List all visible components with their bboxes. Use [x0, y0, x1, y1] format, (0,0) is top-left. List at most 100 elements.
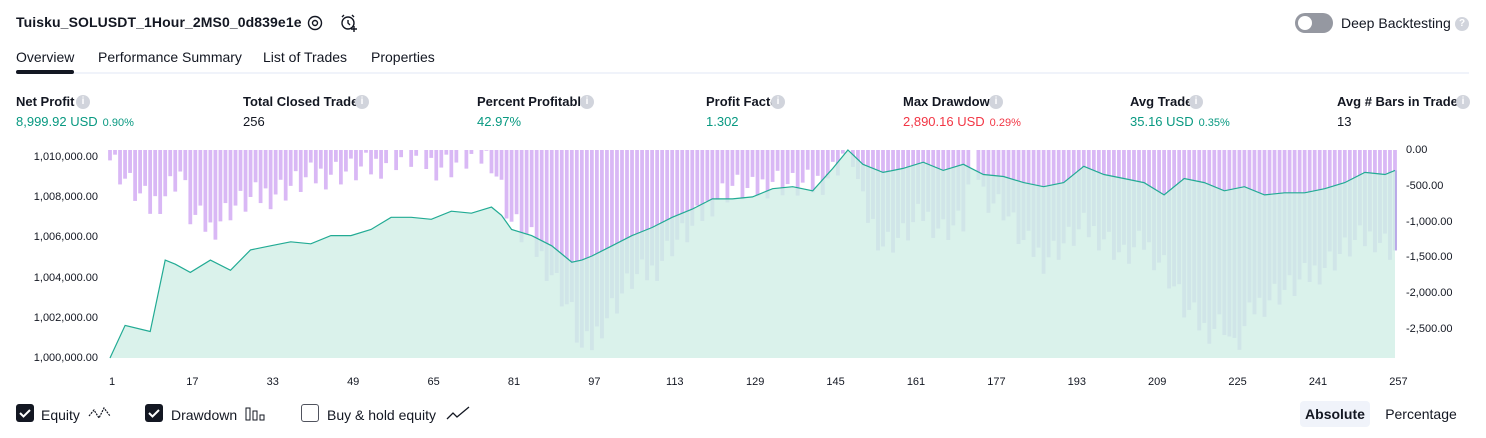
drawdown-bar	[158, 150, 163, 214]
help-icon[interactable]: ?	[1455, 17, 1469, 31]
metric-value-5: 35.16 USD 0.35%	[1130, 114, 1230, 129]
drawdown-bar	[439, 150, 444, 168]
drawdown-bar	[976, 150, 981, 180]
x-axis-tick: 241	[1308, 376, 1328, 388]
drawdown-bar	[825, 150, 830, 179]
drawdown-bar	[660, 150, 665, 261]
equity-line	[109, 149, 1396, 359]
drawdown-bar	[529, 150, 534, 228]
metric-label-1: Total Closed Trades	[243, 94, 366, 109]
drawdown-bar	[795, 150, 800, 196]
drawdown-bar	[539, 150, 544, 252]
drawdown-bar	[549, 150, 554, 276]
x-axis-tick: 81	[507, 376, 521, 388]
drawdown-bar	[790, 150, 795, 173]
metric-value-6: 13	[1337, 114, 1351, 129]
metric-value-text: 256	[243, 114, 265, 129]
drawdown-bar	[349, 150, 353, 159]
x-axis-tick: 1	[108, 376, 116, 388]
drawdown-bar	[605, 150, 609, 319]
drawdown-bar	[489, 150, 494, 174]
drawdown-bar	[118, 150, 122, 185]
drawdown-bar	[449, 150, 454, 178]
x-axis-tick: 129	[746, 376, 765, 388]
drawdown-bar	[374, 150, 378, 159]
buy-hold-checkbox[interactable]	[301, 404, 319, 422]
drawdown-bar	[695, 150, 700, 206]
strategy-title: Tuisku_SOLUSDT_1Hour_2MS0_0d839e1e	[16, 14, 302, 30]
drawdown-bar	[574, 150, 579, 343]
metric-value-4: 2,890.16 USD 0.29%	[903, 114, 1021, 129]
x-axis-tick: 49	[347, 376, 360, 388]
tab-list-of-trades[interactable]: List of Trades	[263, 49, 348, 65]
drawdown-bar	[399, 150, 404, 158]
drawdown-bar	[369, 150, 373, 175]
equity-checkbox[interactable]	[16, 404, 34, 422]
x-axis-tick: 209	[1148, 376, 1167, 388]
info-icon[interactable]: i	[76, 95, 90, 109]
info-icon[interactable]: i	[355, 95, 369, 109]
drawdown-bar	[589, 150, 594, 351]
drawdown-bar	[188, 150, 193, 225]
info-icon[interactable]: i	[1456, 95, 1470, 109]
drawdown-bar	[333, 150, 338, 162]
info-icon[interactable]: i	[771, 95, 785, 109]
drawdown-bar	[303, 150, 308, 178]
drawdown-bar	[253, 150, 258, 183]
drawdown-bar	[680, 150, 685, 224]
drawdown-bar	[318, 150, 323, 169]
drawdown-bar	[379, 150, 383, 179]
drawdown-bar	[193, 150, 198, 215]
deep-backtesting-toggle[interactable]	[1295, 13, 1333, 33]
absolute-button[interactable]: Absolute	[1300, 401, 1370, 427]
tab-properties[interactable]: Properties	[371, 49, 435, 65]
x-axis-tick: 113	[666, 376, 684, 388]
drawdown-bar	[559, 150, 564, 307]
drawdown-bar	[283, 150, 288, 201]
drawdown-bar	[981, 150, 986, 187]
drawdown-bar	[785, 150, 790, 185]
info-icon[interactable]: i	[1189, 95, 1203, 109]
drawdown-bar	[163, 150, 168, 197]
drawdown-bar	[138, 150, 142, 194]
drawdown-bar	[640, 150, 644, 260]
drawdown-legend-label: Drawdown	[171, 407, 238, 423]
drawdown-bar	[805, 150, 810, 170]
drawdown-checkbox[interactable]	[145, 404, 163, 422]
drawdown-bar	[554, 150, 559, 274]
drawdown-bar	[323, 150, 328, 190]
drawdown-bar	[143, 150, 148, 186]
drawdown-bar	[133, 150, 137, 201]
drawdown-bar	[665, 150, 670, 241]
drawdown-bar	[364, 150, 368, 153]
drawdown-bar	[840, 150, 845, 154]
metric-label-6: Avg # Bars in Trades	[1337, 94, 1466, 109]
settings-icon[interactable]	[305, 13, 325, 33]
deep-backtesting-label: Deep Backtesting	[1341, 15, 1451, 31]
drawdown-bar	[655, 150, 660, 281]
drawdown-bar	[278, 150, 283, 180]
tab-overview[interactable]: Overview	[16, 49, 75, 65]
metric-value-text: 35.16 USD	[1130, 114, 1194, 129]
metric-pct: 0.35%	[1198, 117, 1230, 129]
add-alert-icon[interactable]	[339, 13, 359, 33]
percentage-button[interactable]: Percentage	[1385, 406, 1457, 422]
drawdown-bar	[830, 150, 835, 162]
metric-value-text: 1.302	[706, 114, 739, 129]
info-icon[interactable]: i	[580, 95, 594, 109]
equity-area	[110, 150, 1395, 358]
drawdown-bar	[153, 150, 158, 197]
drawdown-bar	[524, 150, 529, 235]
drawdown-bar	[298, 150, 303, 192]
drawdown-bar	[690, 150, 695, 226]
tab-performance-summary[interactable]: Performance Summary	[98, 49, 242, 65]
x-axis-tick: 193	[1067, 376, 1086, 388]
drawdown-bar	[339, 150, 343, 185]
drawdown-bar	[780, 150, 785, 196]
drawdown-bar	[243, 150, 248, 212]
drawdown-bar	[263, 150, 268, 189]
drawdown-bar	[635, 150, 639, 275]
info-icon[interactable]: i	[989, 95, 1003, 109]
drawdown-bar	[233, 150, 238, 206]
tabs-divider	[16, 72, 1469, 74]
